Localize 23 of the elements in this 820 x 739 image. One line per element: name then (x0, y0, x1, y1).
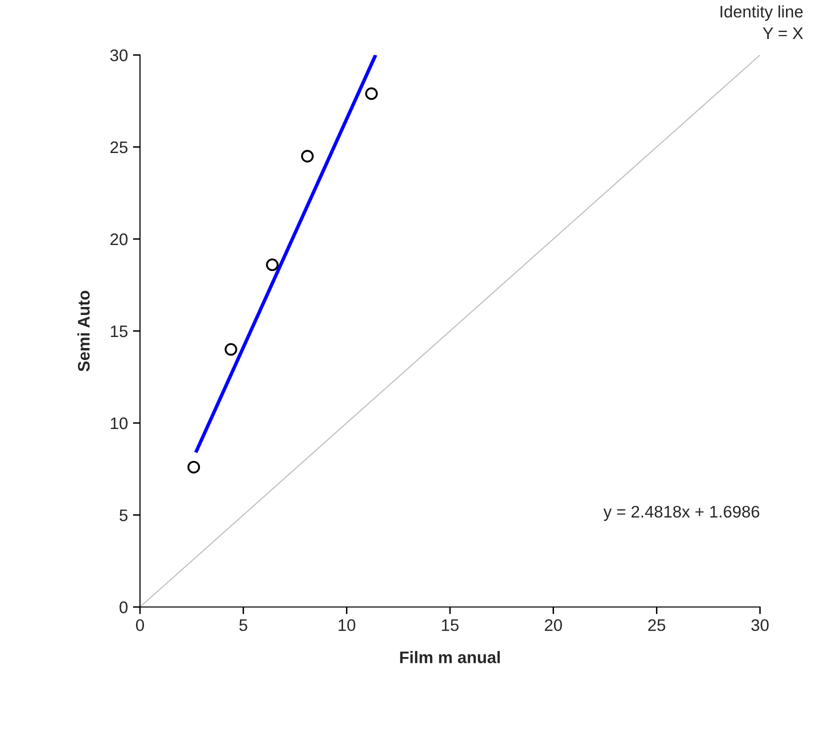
x-tick-label: 0 (136, 619, 144, 632)
point (301, 150, 314, 162)
annotation: y = 2.4818x + 1.6986 (603, 506, 760, 521)
y-tick-label: 10 (110, 417, 128, 430)
x-tick-label: 15 (442, 619, 459, 632)
x-tick-label: 5 (239, 619, 248, 632)
y-axis-title: Semi Auto (77, 290, 90, 372)
x-tick-label: 10 (338, 619, 356, 632)
x-tick-label: 25 (648, 619, 666, 632)
point (224, 343, 238, 356)
x-tick-label: 30 (751, 619, 769, 632)
x-tick-label: 20 (544, 619, 562, 632)
point (365, 87, 378, 100)
point (187, 460, 200, 474)
y-tick-label: 25 (110, 141, 128, 154)
y-tick-label: 0 (120, 601, 128, 614)
y-tick-label: 5 (120, 510, 128, 522)
x-axis-title: Film m anual (400, 651, 500, 664)
y-tick-label: 15 (110, 326, 128, 338)
y-tick-label: 30 (110, 49, 128, 62)
text: Identity line Y = X (720, 5, 804, 39)
point (266, 258, 279, 272)
y-tick-label: 20 (110, 233, 128, 246)
